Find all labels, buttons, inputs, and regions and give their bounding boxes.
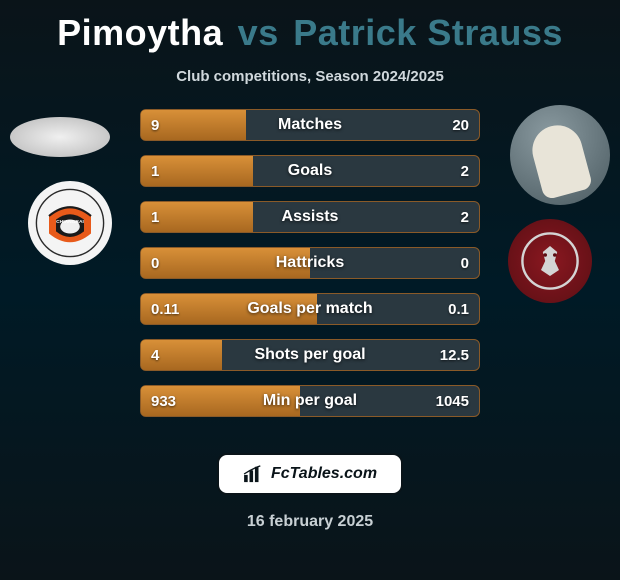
brand-text: FcTables.com [271, 465, 377, 483]
stat-label: Shots per goal [141, 346, 479, 364]
header: Pimoytha vs Patrick Strauss Club competi… [0, 0, 620, 85]
brand-badge: FcTables.com [217, 453, 403, 495]
chiangrai-logo-icon: CHIANGRAI [35, 188, 105, 258]
stat-right-value: 20 [452, 117, 469, 134]
subtitle: Club competitions, Season 2024/2025 [0, 68, 620, 85]
stats-table: 9Matches20 1Goals2 1Assists2 0Hattricks0 0.1… [140, 109, 480, 431]
stat-label: Goals [141, 162, 479, 180]
stat-right-value: 1045 [436, 393, 469, 410]
stat-right-value: 12.5 [440, 347, 469, 364]
player1-name: Pimoytha [57, 12, 223, 53]
footer: FcTables.com 16 february 2025 [0, 453, 620, 531]
main-content: CHIANGRAI 9Matches20 1Goals2 1Assists2 0Hat… [0, 109, 620, 439]
stat-row: 1Assists2 [140, 201, 480, 233]
comparison-title: Pimoytha vs Patrick Strauss [0, 12, 620, 54]
stat-row: 4Shots per goal12.5 [140, 339, 480, 371]
date-text: 16 february 2025 [0, 513, 620, 531]
stat-row: 0.11Goals per match0.1 [140, 293, 480, 325]
stat-label: Goals per match [141, 300, 479, 318]
muangthong-logo-icon [520, 231, 580, 291]
stat-row: 933Min per goal1045 [140, 385, 480, 417]
stat-row: 9Matches20 [140, 109, 480, 141]
player2-photo [510, 105, 610, 205]
stat-right-value: 0 [461, 255, 469, 272]
player2-club-logo [508, 219, 592, 303]
svg-text:CHIANGRAI: CHIANGRAI [56, 219, 84, 225]
stat-row: 1Goals2 [140, 155, 480, 187]
stat-right-value: 2 [461, 209, 469, 226]
stat-label: Hattricks [141, 254, 479, 272]
player1-photo [10, 117, 110, 157]
stat-label: Assists [141, 208, 479, 226]
stat-right-value: 2 [461, 163, 469, 180]
stat-row: 0Hattricks0 [140, 247, 480, 279]
player1-club-logo: CHIANGRAI [28, 181, 112, 265]
stat-right-value: 0.1 [448, 301, 469, 318]
player2-name: Patrick Strauss [293, 12, 563, 53]
stat-label: Matches [141, 116, 479, 134]
stat-label: Min per goal [141, 392, 479, 410]
bars-icon [243, 465, 265, 483]
vs-text: vs [238, 12, 279, 53]
